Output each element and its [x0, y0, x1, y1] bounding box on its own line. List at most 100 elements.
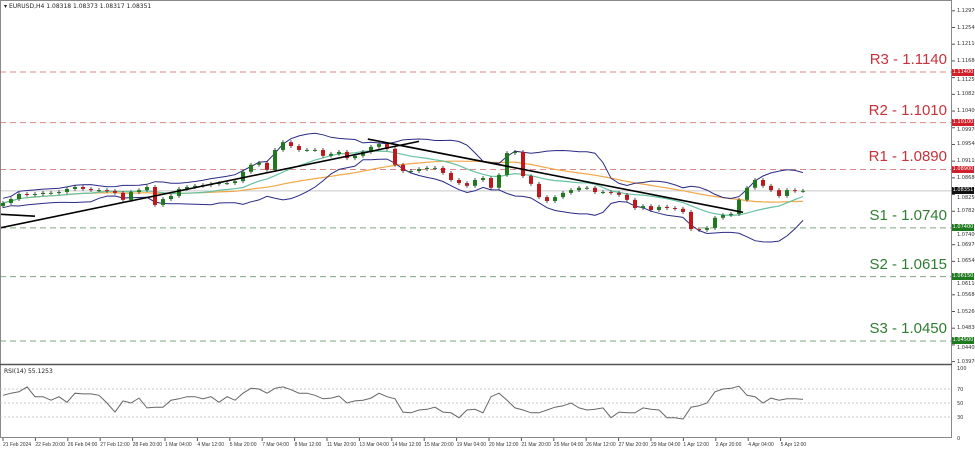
- candle-body: [753, 179, 757, 188]
- candle-body: [697, 229, 701, 231]
- candle-body: [353, 155, 357, 159]
- candle-body: [513, 151, 517, 154]
- candle-body: [49, 192, 53, 194]
- x-tick-label: 19 Mar 04:00: [456, 442, 487, 448]
- candle-body: [497, 174, 501, 188]
- candle-body: [745, 187, 749, 200]
- candle-body: [777, 190, 781, 196]
- candle-body: [545, 197, 549, 202]
- price-badge-r1: 1.08900: [952, 165, 974, 173]
- y-tick-label: 1.09540: [957, 141, 975, 148]
- candle-body: [161, 199, 165, 205]
- x-tick-label: 4 Apr 04:00: [748, 442, 774, 448]
- chart-window[interactable]: [0, 0, 952, 438]
- candle-body: [657, 206, 661, 210]
- candle-body: [409, 171, 413, 173]
- candle-body: [361, 151, 365, 156]
- candle-body: [313, 149, 317, 151]
- y-tick-label: 1.06970: [957, 241, 975, 248]
- candle-body: [377, 144, 381, 147]
- candle-body: [593, 187, 597, 193]
- y-tick-label: 1.05260: [957, 308, 975, 315]
- candle-body: [473, 179, 477, 186]
- candle-body: [729, 213, 733, 216]
- x-tick-label: 26 Mar 12:00: [586, 442, 616, 448]
- y-tick-label: 1.08680: [957, 174, 975, 181]
- candle-body: [433, 167, 437, 169]
- candle-body: [225, 183, 229, 185]
- candle-body: [521, 151, 525, 177]
- y-tick-label: 1.10400: [957, 108, 975, 115]
- level-label-r1: R1 - 1.0890: [868, 148, 947, 166]
- candle-body: [89, 188, 93, 191]
- candle-body: [793, 190, 797, 192]
- x-tick-label: 1 Mar 04:00: [165, 442, 192, 448]
- candle-body: [297, 146, 301, 150]
- candle-body: [1, 202, 5, 207]
- candle-body: [481, 178, 485, 180]
- y-tick-label: 1.12110: [957, 41, 975, 48]
- level-label-r3: R3 - 1.1140: [869, 51, 947, 68]
- x-tick-label: 27 Feb 12:00: [100, 442, 130, 448]
- main-pane: [1, 71, 951, 342]
- candle-body: [489, 178, 493, 188]
- candle-body: [129, 192, 133, 200]
- x-tick-label: 7 Mar 04:00: [262, 442, 289, 448]
- candle-body: [257, 162, 261, 165]
- candle-body: [585, 187, 589, 189]
- y-tick-label: 1.12970: [957, 7, 975, 14]
- candle-body: [17, 194, 21, 200]
- rsi-tick-label: 70: [957, 387, 964, 393]
- candle-body: [537, 183, 541, 198]
- candle-body: [289, 142, 293, 147]
- symbol-menu-icon[interactable]: ▾: [4, 3, 8, 10]
- candle-body: [721, 215, 725, 218]
- candle-body: [785, 190, 789, 196]
- candle-body: [393, 148, 397, 165]
- x-tick-label: 25 Mar 04:00: [553, 442, 584, 448]
- candle-body: [265, 162, 269, 170]
- x-tick-label: 21 Mar 20:00: [521, 442, 551, 448]
- x-tick-label: 21 Feb 2024: [3, 442, 32, 448]
- candle-body: [425, 167, 429, 170]
- trendline: [1, 213, 36, 218]
- candle-body: [105, 190, 109, 192]
- candle-body: [329, 153, 333, 156]
- candle-body: [97, 190, 101, 192]
- candle-body: [673, 208, 677, 210]
- x-tick-label: 13 Mar 04:00: [359, 442, 389, 448]
- trendline: [367, 138, 744, 214]
- chart-header: ▾ EURUSD,H4 1.08318 1.08373 1.08317 1.08…: [4, 3, 151, 10]
- candle-body: [65, 188, 69, 193]
- candle-body: [113, 190, 117, 193]
- y-tick-label: 1.11680: [957, 57, 975, 64]
- x-tick-label: 4 Mar 12:00: [197, 442, 225, 448]
- x-tick-label: 26 Feb 04:00: [67, 442, 98, 448]
- level-label-s2: S2 - 1.0615: [869, 255, 947, 273]
- y-tick-label: 1.07400: [957, 232, 975, 239]
- candle-body: [321, 149, 325, 156]
- candle-body: [41, 192, 45, 195]
- rsi-tick-label: 100: [957, 366, 967, 372]
- candle-body: [649, 206, 653, 210]
- y-tick-label: 1.03970: [957, 358, 975, 365]
- y-tick-label: 1.06540: [957, 258, 975, 265]
- rsi-line: [2, 385, 804, 420]
- bollinger-upper: [2, 132, 804, 200]
- candle-body: [305, 149, 309, 151]
- y-tick-label: 1.09970: [957, 127, 975, 134]
- x-tick-label: 8 Mar 12:00: [294, 442, 322, 448]
- y-tick-label: 1.10820: [957, 91, 975, 98]
- x-tick-label: 20 Mar 12:00: [489, 442, 519, 448]
- candle-body: [601, 192, 605, 194]
- candle-body: [345, 151, 349, 159]
- y-tick-label: 1.09110: [957, 158, 975, 165]
- rsi-tick-label: 0: [957, 436, 961, 442]
- rsi-tick-label: 50: [957, 401, 964, 407]
- candle-body: [713, 217, 717, 228]
- candle-body: [57, 192, 61, 194]
- candle-body: [529, 176, 533, 184]
- candle-body: [385, 144, 389, 149]
- x-tick-label: 5 Mar 20:00: [229, 442, 257, 448]
